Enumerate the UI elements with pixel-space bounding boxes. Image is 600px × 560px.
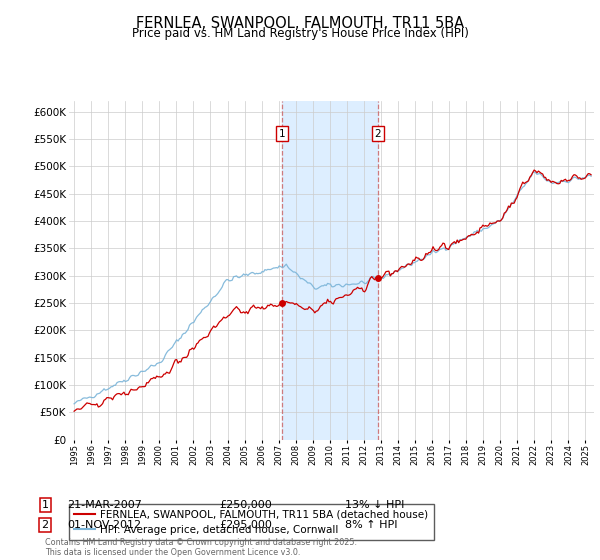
Text: Price paid vs. HM Land Registry's House Price Index (HPI): Price paid vs. HM Land Registry's House … [131, 27, 469, 40]
Bar [283, 101, 378, 440]
Text: 21-MAR-2007: 21-MAR-2007 [67, 500, 142, 510]
Legend: FERNLEA, SWANPOOL, FALMOUTH, TR11 5BA (detached house), HPI: Average price, deta: FERNLEA, SWANPOOL, FALMOUTH, TR11 5BA (d… [69, 504, 434, 540]
Text: 1: 1 [41, 500, 49, 510]
Text: 01-NOV-2012: 01-NOV-2012 [67, 520, 142, 530]
Text: 2: 2 [375, 129, 382, 138]
Text: £250,000: £250,000 [219, 500, 272, 510]
Text: 13% ↓ HPI: 13% ↓ HPI [345, 500, 404, 510]
Text: 1: 1 [279, 129, 286, 138]
Text: FERNLEA, SWANPOOL, FALMOUTH, TR11 5BA: FERNLEA, SWANPOOL, FALMOUTH, TR11 5BA [136, 16, 464, 31]
Text: £295,000: £295,000 [219, 520, 272, 530]
Text: Contains HM Land Registry data © Crown copyright and database right 2025.
This d: Contains HM Land Registry data © Crown c… [45, 538, 357, 557]
Text: 8% ↑ HPI: 8% ↑ HPI [345, 520, 398, 530]
Text: 2: 2 [41, 520, 49, 530]
